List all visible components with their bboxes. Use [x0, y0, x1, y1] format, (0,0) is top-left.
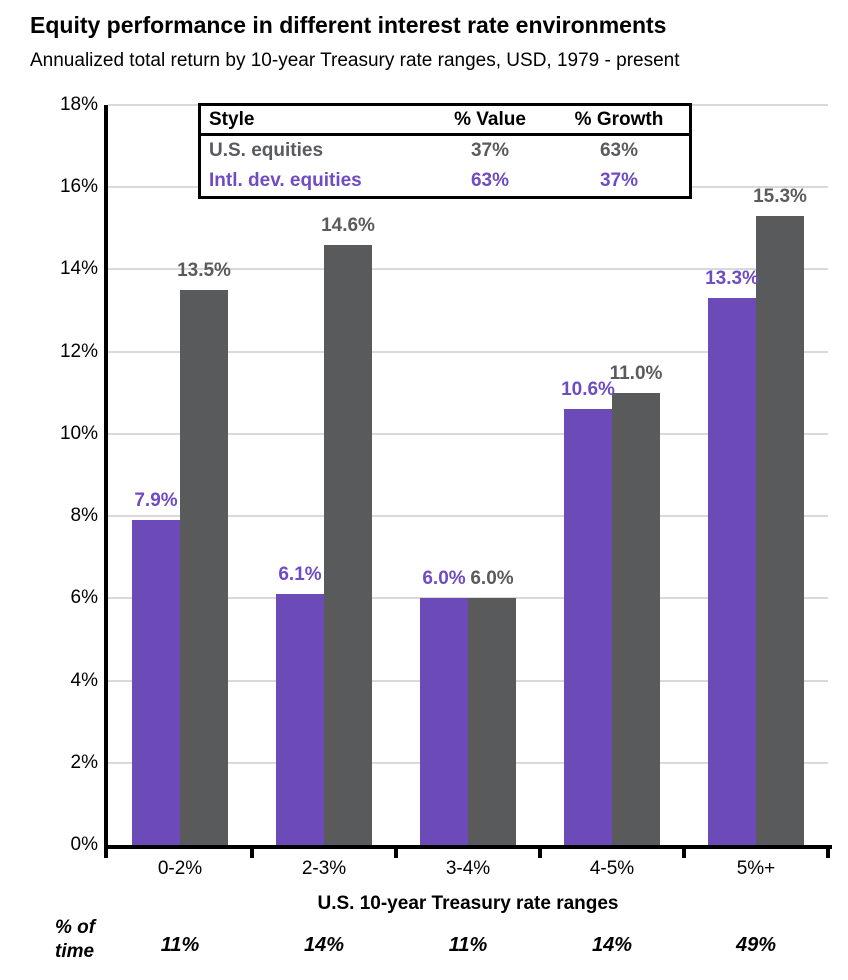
- bar-u-s-equities-2-3: [324, 244, 372, 845]
- pct-of-time-value-2-3: 14%: [303, 934, 345, 956]
- gridline: [108, 597, 828, 600]
- bar-value-label-u-s-equities-3-4: 6.0%: [470, 568, 514, 590]
- legend-header-style: Style: [209, 108, 255, 130]
- y-axis-tick-label: 2%: [70, 751, 98, 773]
- bar-intl-dev-equities-5: [708, 298, 756, 845]
- bar-value-label-u-s-equities-4-5: 11.0%: [609, 362, 663, 384]
- x-axis-tick-mark: [250, 845, 254, 858]
- bar-u-s-equities-5: [756, 216, 804, 845]
- gridline: [108, 432, 828, 435]
- legend-header-row: Style % Value % Growth: [201, 106, 689, 136]
- chart-title: Equity performance in different interest…: [30, 12, 667, 38]
- pct-of-time-value-5: 49%: [735, 934, 777, 956]
- x-axis-line: [104, 845, 832, 849]
- legend-header-pct-growth: % Growth: [574, 108, 664, 130]
- bar-u-s-equities-3-4: [468, 598, 516, 845]
- y-axis-tick-label: 0%: [70, 834, 98, 855]
- bar-intl-dev-equities-4-5: [564, 409, 612, 845]
- gridline: [108, 350, 828, 353]
- y-axis-line: [104, 105, 108, 858]
- y-axis-tick-label: 10%: [59, 422, 98, 444]
- x-axis-tick-label: 0-2%: [157, 858, 203, 879]
- pct-of-time-value-3-4: 11%: [448, 934, 488, 956]
- x-axis-tick-label: 3-4%: [445, 858, 491, 879]
- gridline: [108, 268, 828, 271]
- bar-intl-dev-equities-0-2: [132, 520, 180, 845]
- bar-value-label-intl-dev-equities-3-4: 6.0%: [422, 568, 466, 590]
- bar-value-label-u-s-equities-2-3: 14.6%: [321, 214, 375, 236]
- bar-u-s-equities-4-5: [612, 392, 660, 845]
- bar-u-s-equities-0-2: [180, 290, 228, 845]
- bar-intl-dev-equities-2-3: [276, 594, 324, 845]
- bar-value-label-intl-dev-equities-2-3: 6.1%: [278, 564, 322, 586]
- plot-area: 7.9% 13.5% 6.1% 14.6% 6.0% 6.0% 10.6% 11.0% 13.3…: [108, 104, 828, 845]
- footer-row-label-line1: % of: [55, 917, 96, 938]
- bar-value-label-intl-dev-equities-4-5: 10.6%: [561, 379, 615, 401]
- x-axis-tick-mark: [826, 845, 830, 858]
- pct-of-time-value-0-2: 11%: [160, 934, 200, 956]
- chart-subtitle: Annualized total return by 10-year Treas…: [30, 50, 680, 71]
- bar-value-label-u-s-equities-5: 15.3%: [753, 186, 807, 207]
- legend-label: Intl. dev. equities: [209, 170, 362, 191]
- x-axis-tick-label: 2-3%: [301, 858, 347, 879]
- y-axis-tick-label: 12%: [59, 340, 98, 362]
- y-axis-tick-label: 14%: [59, 258, 98, 280]
- legend-row-us-equities: U.S. equities 37% 63%: [201, 136, 689, 166]
- legend-table: Style % Value % Growth U.S. equities 37%…: [198, 103, 692, 199]
- gridline: [108, 515, 828, 518]
- y-axis-tick-label: 8%: [70, 505, 98, 527]
- bar-value-label-intl-dev-equities-0-2: 7.9%: [134, 490, 178, 512]
- bar-value-label-intl-dev-equities-5: 13.3%: [705, 268, 759, 290]
- x-axis-tick-mark: [682, 845, 686, 858]
- legend-pct-value: 63%: [470, 170, 510, 191]
- legend-row-intl-dev-equities: Intl. dev. equities 63% 37%: [201, 166, 689, 196]
- x-axis-tick-mark: [394, 845, 398, 858]
- legend-header-pct-value: % Value: [454, 108, 526, 130]
- pct-of-time-value-4-5: 14%: [591, 934, 633, 956]
- x-axis-tick-mark: [538, 845, 542, 858]
- x-axis-tick-label: 5%+: [736, 858, 776, 879]
- legend-pct-value: 37%: [470, 140, 510, 161]
- legend-pct-growth: 63%: [599, 140, 639, 161]
- legend-pct-growth: 37%: [599, 170, 639, 191]
- legend-label: U.S. equities: [209, 140, 324, 161]
- bar-value-label-u-s-equities-0-2: 13.5%: [177, 260, 231, 281]
- y-axis-tick-label: 18%: [59, 94, 98, 115]
- bar-intl-dev-equities-3-4: [420, 598, 468, 845]
- footer-row-label-line2: time: [55, 941, 95, 962]
- y-axis-tick-label: 4%: [70, 669, 98, 691]
- y-axis-tick-label: 6%: [70, 587, 98, 609]
- x-axis-title: U.S. 10-year Treasury rate ranges: [317, 893, 619, 914]
- y-axis-tick-label: 16%: [59, 176, 98, 198]
- x-axis-tick-label: 4-5%: [589, 858, 635, 879]
